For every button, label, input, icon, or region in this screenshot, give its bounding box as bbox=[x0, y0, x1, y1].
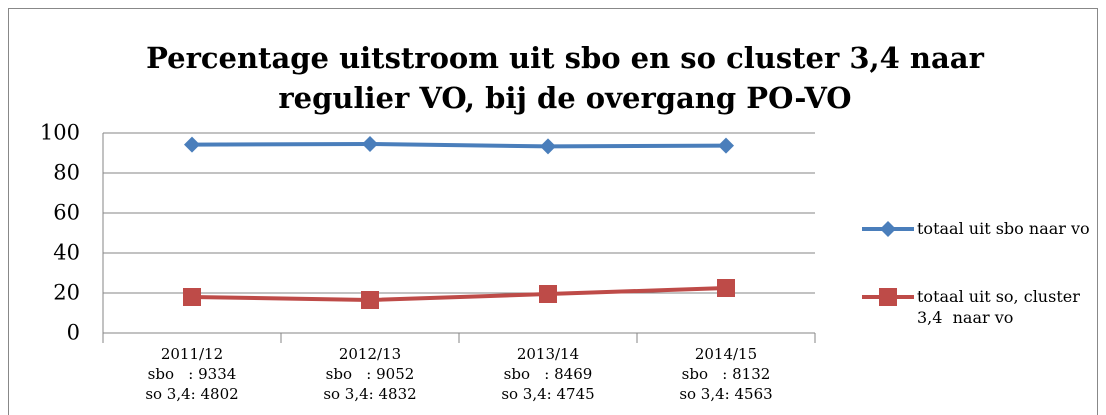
x-tick-label: 2014/15 bbox=[695, 345, 757, 363]
legend-label: totaal uit sbo naar vo bbox=[917, 219, 1090, 238]
x-tick-label: so 3,4: 4802 bbox=[145, 385, 238, 403]
x-tick-label: sbo : 9334 bbox=[148, 365, 237, 383]
x-tick-label: sbo : 8132 bbox=[682, 365, 771, 383]
marker bbox=[362, 136, 378, 152]
y-tick-label: 60 bbox=[53, 201, 80, 225]
legend-label: totaal uit so, cluster 3,4 naar vo bbox=[917, 287, 1085, 327]
marker bbox=[718, 137, 734, 154]
marker bbox=[184, 136, 200, 153]
marker bbox=[183, 288, 201, 306]
marker bbox=[717, 279, 735, 297]
y-tick-label: 0 bbox=[67, 321, 80, 345]
marker bbox=[540, 138, 556, 155]
x-tick-label: so 3,4: 4745 bbox=[501, 385, 594, 403]
x-tick-label: so 3,4: 4832 bbox=[323, 385, 416, 403]
x-tick-label: sbo : 9052 bbox=[326, 365, 415, 383]
series-line bbox=[191, 142, 727, 149]
chart-frame bbox=[8, 8, 1098, 415]
chart-title: Percentage uitstroom uit sbo en so clust… bbox=[146, 41, 984, 115]
x-tick-label: so 3,4: 4563 bbox=[679, 385, 772, 403]
marker bbox=[361, 291, 379, 309]
title-box: Percentage uitstroom uit sbo en so clust… bbox=[146, 41, 984, 115]
marker bbox=[539, 285, 557, 303]
y-tick-label: 20 bbox=[53, 281, 80, 305]
y-tick-label: 40 bbox=[53, 241, 80, 265]
x-tick-label: 2013/14 bbox=[517, 345, 579, 363]
x-tick-label: 2011/12 bbox=[161, 345, 223, 363]
x-tick-label: 2012/13 bbox=[339, 345, 401, 363]
y-tick-label: 100 bbox=[40, 121, 80, 145]
x-tick-label: sbo : 8469 bbox=[504, 365, 593, 383]
y-tick-label: 80 bbox=[53, 161, 80, 185]
marker bbox=[879, 288, 897, 306]
series-line bbox=[191, 286, 727, 302]
marker bbox=[880, 221, 896, 237]
